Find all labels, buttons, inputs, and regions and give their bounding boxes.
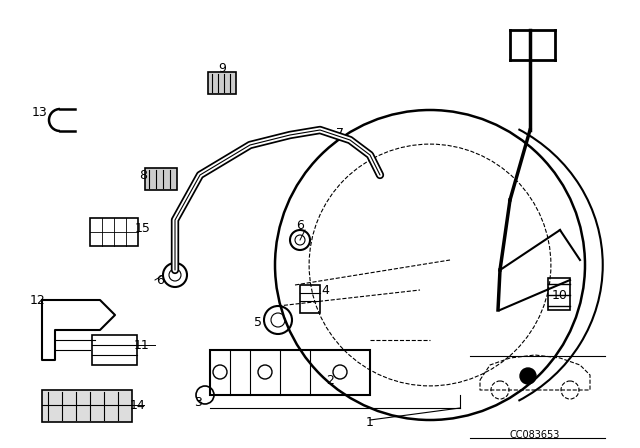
Text: 8: 8 xyxy=(139,168,147,181)
Text: 14: 14 xyxy=(130,399,146,412)
Bar xyxy=(300,285,320,313)
Text: 9: 9 xyxy=(218,61,226,74)
Text: 11: 11 xyxy=(134,339,150,352)
Text: 4: 4 xyxy=(321,284,329,297)
Text: 13: 13 xyxy=(32,105,48,119)
Circle shape xyxy=(520,368,536,384)
Text: 3: 3 xyxy=(194,396,202,409)
Bar xyxy=(42,390,132,422)
Text: CC083653: CC083653 xyxy=(510,430,560,440)
Text: 10: 10 xyxy=(552,289,568,302)
Text: 7: 7 xyxy=(336,126,344,139)
Bar xyxy=(208,72,236,94)
Bar xyxy=(548,278,570,310)
Bar xyxy=(210,350,370,395)
Text: 5: 5 xyxy=(254,315,262,328)
Text: 2: 2 xyxy=(326,374,334,387)
Text: 12: 12 xyxy=(30,293,46,306)
Text: 6: 6 xyxy=(296,219,304,232)
Bar xyxy=(145,168,177,190)
Bar xyxy=(90,218,138,246)
Bar xyxy=(92,335,137,365)
Text: 15: 15 xyxy=(135,221,151,234)
Text: 6: 6 xyxy=(156,273,164,287)
Text: 1: 1 xyxy=(366,415,374,428)
